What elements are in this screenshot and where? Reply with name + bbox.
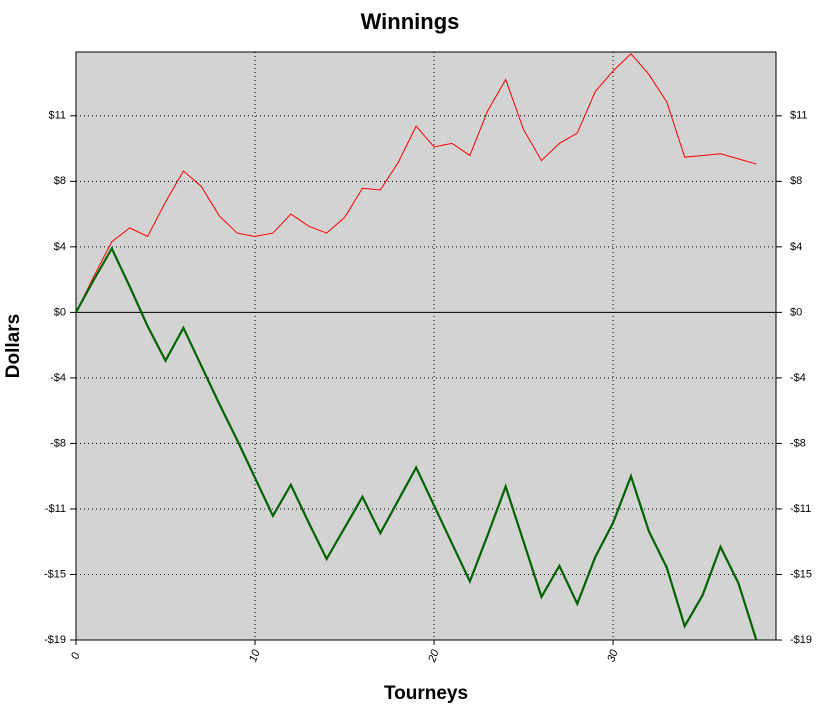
y2-tick-label: $4 bbox=[790, 241, 802, 253]
y-axis-title: Dollars bbox=[3, 314, 24, 378]
plot-area bbox=[75, 51, 777, 641]
x-tick-label: 30 bbox=[605, 647, 621, 663]
chart-title: Winnings bbox=[361, 9, 460, 34]
y2-tick-label: -$19 bbox=[790, 634, 812, 646]
y-tick-label: -$15 bbox=[44, 568, 66, 580]
x-axis-title: Tourneys bbox=[384, 683, 468, 704]
y-tick-label: $8 bbox=[54, 175, 66, 187]
y2-tick-label: -$11 bbox=[790, 503, 811, 515]
y-tick-label: -$19 bbox=[44, 634, 66, 646]
y2-tick-label: -$4 bbox=[790, 372, 806, 384]
y2-tick-label: $11 bbox=[790, 110, 808, 122]
x-tick-label: 20 bbox=[426, 647, 442, 664]
y-tick-label: -$11 bbox=[45, 503, 66, 515]
y-tick-label: $11 bbox=[48, 110, 66, 122]
y2-tick-label: $0 bbox=[790, 306, 802, 318]
y-tick-label: $4 bbox=[54, 241, 66, 253]
y-tick-label: -$8 bbox=[50, 437, 66, 449]
y-tick-label: -$4 bbox=[50, 372, 66, 384]
y2-tick-label: -$8 bbox=[790, 437, 806, 449]
series-line bbox=[75, 246, 758, 641]
x-tick-label: 0 bbox=[69, 650, 83, 661]
y-tick-label: $0 bbox=[54, 306, 66, 318]
x-tick-label: 10 bbox=[247, 647, 263, 663]
y2-tick-label: $8 bbox=[790, 175, 802, 187]
y2-tick-label: -$15 bbox=[790, 568, 812, 580]
series-line bbox=[75, 52, 757, 313]
